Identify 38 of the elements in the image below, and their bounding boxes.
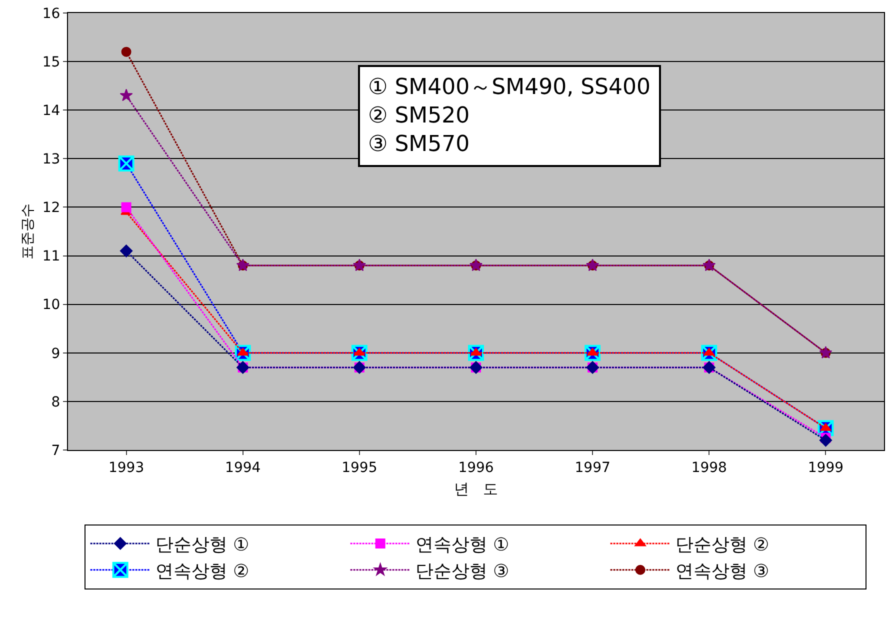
x-tick-label: 1994 <box>225 460 261 476</box>
y-tick-label: 16 <box>42 6 60 22</box>
x-tick-label: 1999 <box>808 460 844 476</box>
point <box>470 348 482 356</box>
point <box>819 434 832 447</box>
y-tick-label: 13 <box>42 152 60 168</box>
legend-label: 연속상형 ③ <box>675 560 770 582</box>
annotation: ② SM520 <box>368 104 470 129</box>
y-tick-label: 7 <box>51 442 60 459</box>
legend-label: 연속상형 ① <box>415 534 510 556</box>
point <box>120 88 133 102</box>
y-tick-label: 10 <box>42 297 60 314</box>
x-tick-label: 1993 <box>108 460 144 476</box>
y-tick-label: 12 <box>42 200 60 216</box>
point <box>121 46 132 57</box>
legend-label: 단순상형 ① <box>155 534 250 556</box>
point <box>354 348 366 356</box>
y-tick-label: 9 <box>51 346 60 362</box>
point <box>237 348 249 356</box>
legend-label: 단순상형 ③ <box>415 560 510 582</box>
x-tick-label: 1996 <box>458 460 494 476</box>
y-axis-title: 표준공수 <box>20 204 36 260</box>
point <box>121 202 132 212</box>
y-tick-label: 11 <box>42 248 60 265</box>
point <box>586 348 598 356</box>
y-tick-label: 15 <box>42 54 60 70</box>
x-axis-title: 년 도 <box>454 480 498 498</box>
x-tick-label: 1997 <box>574 460 610 476</box>
legend-label: 단순상형 ② <box>675 534 770 556</box>
point <box>120 244 133 258</box>
annotation: ③ SM570 <box>368 132 470 158</box>
x-tick-label: 1995 <box>342 460 378 476</box>
y-tick-label: 8 <box>51 394 60 410</box>
point <box>703 348 715 356</box>
legend-label: 연속상형 ② <box>155 560 250 582</box>
x-tick-label: 1998 <box>691 460 727 476</box>
y-tick-label: 14 <box>42 103 60 120</box>
annotation: ① SM400～SM490, SS400 <box>368 75 650 100</box>
